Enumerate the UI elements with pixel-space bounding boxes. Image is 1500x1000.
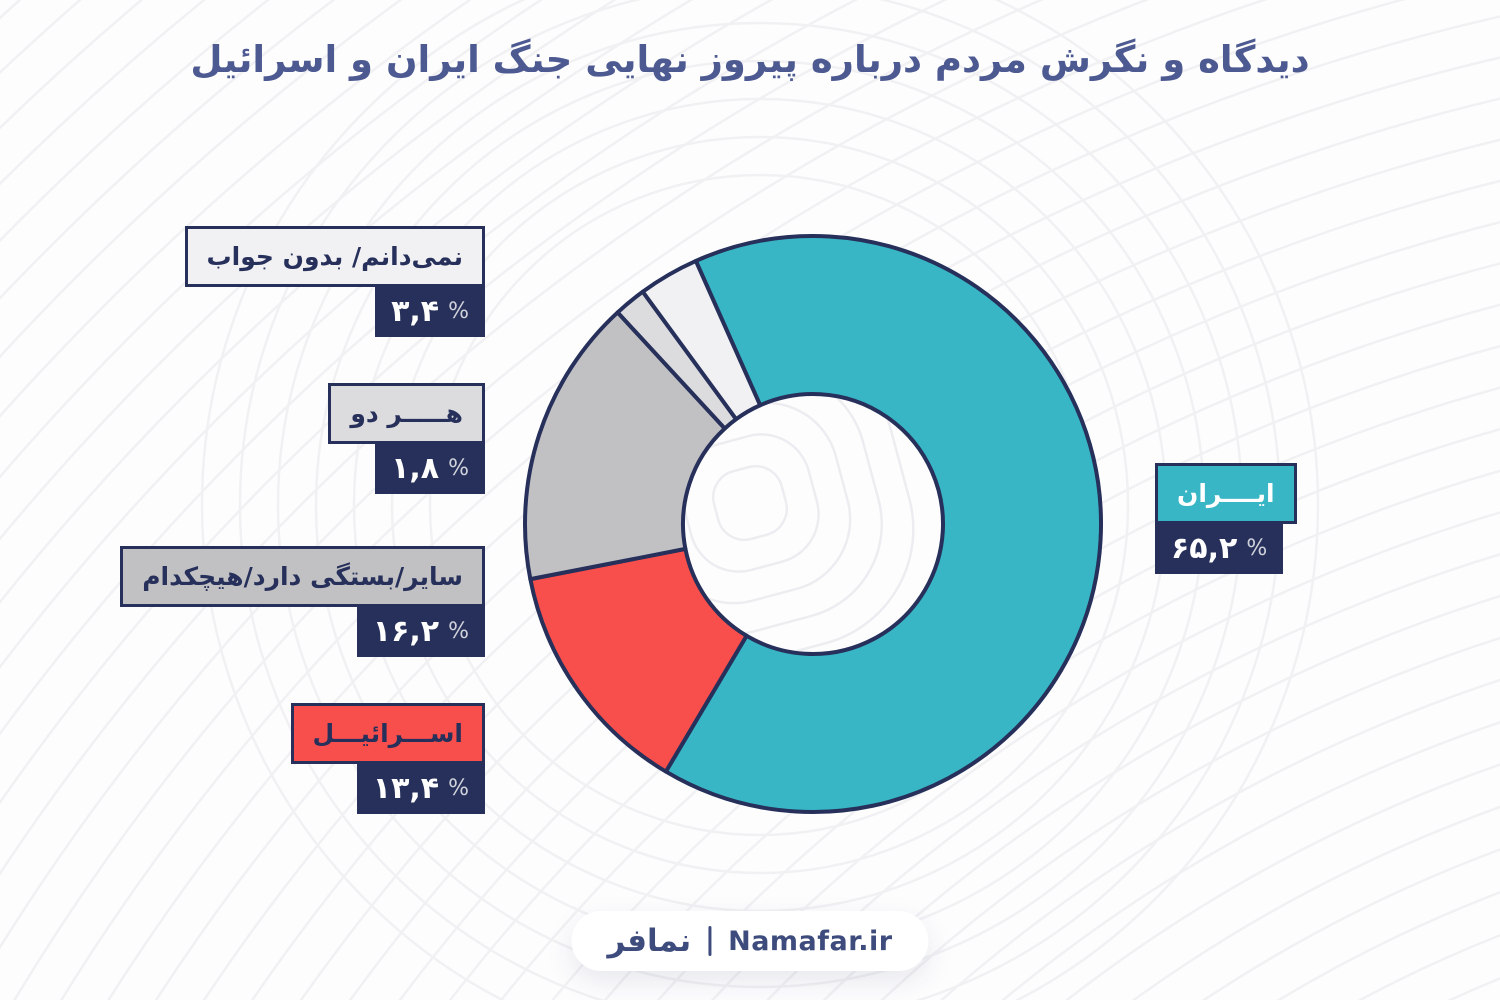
no-answer-percent-value: ۳,۴ [391, 294, 440, 329]
callout-iran-box: ایــــران [1155, 463, 1297, 524]
percent-sign: % [448, 619, 469, 644]
callout-other-box: سایر/بستگی دارد/هیچکدام [120, 546, 485, 607]
callout-israel: اســـرائیـــل ۱۳,۴ % [290, 703, 485, 814]
callout-israel-box: اســـرائیـــل [290, 703, 485, 764]
israel-percent-value: ۱۳,۴ [372, 771, 440, 806]
callout-no-answer: نمی‌دانم/ بدون جواب ۳,۴ % [184, 226, 485, 337]
callout-other: سایر/بستگی دارد/هیچکدام ۱۶,۲ % [120, 546, 485, 657]
callout-both-value: ۱,۸ % [375, 444, 485, 494]
donut-svg [523, 234, 1103, 815]
callout-iran: ایــــران ۶۵,۲ % [1155, 463, 1297, 574]
callout-both: هـــــر دو ۱,۸ % [328, 383, 485, 494]
callout-israel-label: اســـرائیـــل [312, 719, 463, 748]
donut-chart [518, 229, 1108, 819]
callout-other-label: سایر/بستگی دارد/هیچکدام [142, 562, 463, 591]
iran-percent-value: ۶۵,۲ [1171, 531, 1238, 566]
page-title: دیدگاه و نگرش مردم درباره پیروز نهایی جن… [190, 38, 1310, 81]
callout-other-value: ۱۶,۲ % [356, 607, 485, 657]
callout-no-answer-box: نمی‌دانم/ بدون جواب [184, 226, 485, 287]
percent-sign: % [448, 776, 469, 801]
both-percent-value: ۱,۸ [391, 451, 440, 486]
donut-slice-iran [663, 234, 1103, 815]
donut-slice-israel [528, 546, 749, 774]
callout-israel-value: ۱۳,۴ % [356, 764, 485, 814]
percent-sign: % [1246, 536, 1268, 561]
namafar-logo: نمافر [607, 922, 692, 959]
footer-divider [708, 926, 712, 956]
callout-both-box: هـــــر دو [328, 383, 485, 444]
callout-iran-value: ۶۵,۲ % [1155, 524, 1284, 574]
donut-slice-other [523, 310, 727, 582]
footer-brand: نمافر Namafar.ir [571, 911, 929, 971]
callout-no-answer-label: نمی‌دانم/ بدون جواب [206, 242, 463, 271]
footer-site-url: Namafar.ir [728, 925, 893, 957]
percent-sign: % [448, 299, 469, 324]
callout-no-answer-value: ۳,۴ % [375, 287, 485, 337]
donut-slice-no_answer [640, 258, 763, 422]
other-percent-value: ۱۶,۲ [372, 614, 440, 649]
callout-iran-label: ایــــران [1177, 479, 1275, 508]
donut-hole [682, 393, 944, 655]
callout-both-label: هـــــر دو [350, 399, 463, 428]
percent-sign: % [448, 456, 469, 481]
